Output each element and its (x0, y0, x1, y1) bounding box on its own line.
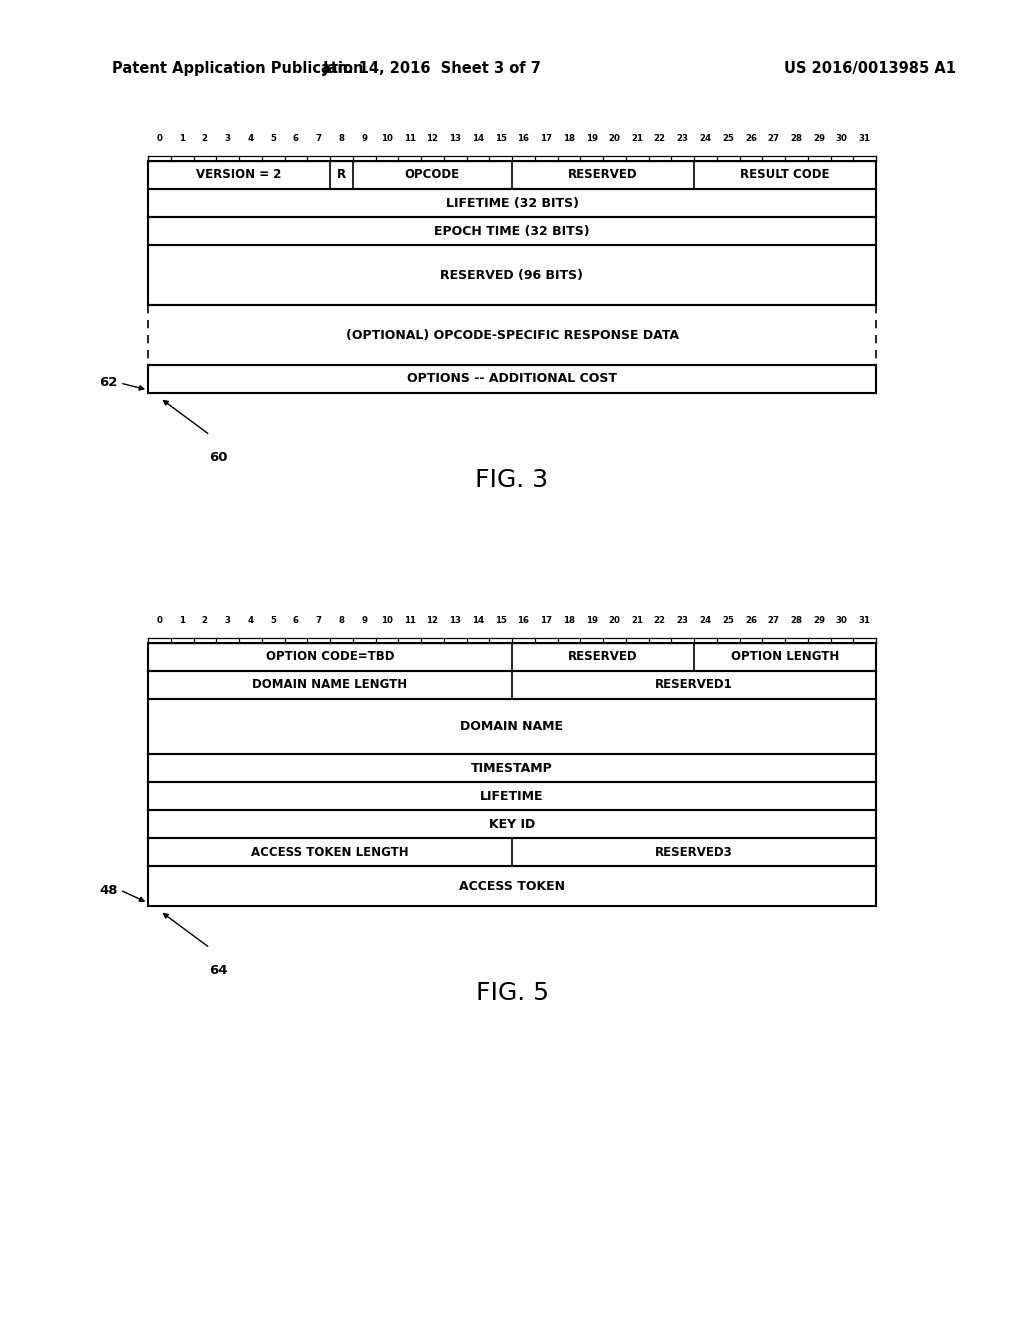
Text: OPTION CODE=TBD: OPTION CODE=TBD (266, 651, 394, 664)
Text: 15: 15 (495, 135, 507, 143)
Text: 22: 22 (654, 616, 666, 624)
Text: OPCODE: OPCODE (404, 169, 460, 181)
Text: 15: 15 (495, 616, 507, 624)
Text: 26: 26 (744, 616, 757, 624)
Text: 28: 28 (791, 135, 803, 143)
Text: 5: 5 (270, 616, 276, 624)
Text: 12: 12 (426, 616, 438, 624)
Text: ACCESS TOKEN LENGTH: ACCESS TOKEN LENGTH (251, 846, 409, 858)
Text: FIG. 3: FIG. 3 (475, 469, 549, 492)
Text: 27: 27 (768, 616, 779, 624)
Text: 23: 23 (677, 616, 688, 624)
Text: 28: 28 (791, 616, 803, 624)
Text: DOMAIN NAME LENGTH: DOMAIN NAME LENGTH (253, 678, 408, 692)
Text: 25: 25 (722, 616, 734, 624)
Text: FIG. 5: FIG. 5 (475, 981, 549, 1005)
Text: 17: 17 (540, 135, 552, 143)
Text: 4: 4 (248, 135, 253, 143)
Text: 24: 24 (699, 135, 712, 143)
Text: 0: 0 (157, 135, 163, 143)
Text: LIFETIME: LIFETIME (480, 789, 544, 803)
Text: ACCESS TOKEN: ACCESS TOKEN (459, 879, 565, 892)
Text: RESERVED: RESERVED (568, 651, 638, 664)
Text: Patent Application Publication: Patent Application Publication (112, 61, 364, 75)
Text: 22: 22 (654, 135, 666, 143)
Text: 23: 23 (677, 135, 688, 143)
Text: 31: 31 (859, 135, 870, 143)
Text: RESERVED1: RESERVED1 (655, 678, 733, 692)
Text: 14: 14 (472, 616, 484, 624)
Text: VERSION = 2: VERSION = 2 (197, 169, 282, 181)
Text: 10: 10 (381, 135, 393, 143)
Text: 19: 19 (586, 616, 598, 624)
Text: 48: 48 (99, 883, 118, 896)
Text: 8: 8 (338, 135, 344, 143)
Text: 18: 18 (563, 616, 574, 624)
Text: 16: 16 (517, 135, 529, 143)
Text: (OPTIONAL) OPCODE-SPECIFIC RESPONSE DATA: (OPTIONAL) OPCODE-SPECIFIC RESPONSE DATA (345, 329, 679, 342)
Text: 21: 21 (631, 616, 643, 624)
Text: 13: 13 (450, 135, 461, 143)
Text: LIFETIME (32 BITS): LIFETIME (32 BITS) (445, 197, 579, 210)
Text: 2: 2 (202, 135, 208, 143)
Text: 19: 19 (586, 135, 598, 143)
Text: 10: 10 (381, 616, 393, 624)
Text: Jan. 14, 2016  Sheet 3 of 7: Jan. 14, 2016 Sheet 3 of 7 (323, 61, 542, 75)
Text: US 2016/0013985 A1: US 2016/0013985 A1 (784, 61, 956, 75)
Text: 25: 25 (722, 135, 734, 143)
Text: 20: 20 (608, 616, 621, 624)
Text: 29: 29 (813, 616, 825, 624)
Text: 9: 9 (361, 616, 368, 624)
Text: 11: 11 (403, 135, 416, 143)
Text: 1: 1 (179, 135, 185, 143)
Text: 12: 12 (426, 135, 438, 143)
Text: 13: 13 (450, 616, 461, 624)
Text: R: R (337, 169, 346, 181)
Text: 4: 4 (248, 616, 253, 624)
Text: 1: 1 (179, 616, 185, 624)
Text: TIMESTAMP: TIMESTAMP (471, 762, 553, 775)
Text: 2: 2 (202, 616, 208, 624)
Text: 5: 5 (270, 135, 276, 143)
Text: 3: 3 (224, 135, 230, 143)
Text: 0: 0 (157, 616, 163, 624)
Text: 8: 8 (338, 616, 344, 624)
Text: 60: 60 (209, 451, 227, 465)
Text: RESERVED: RESERVED (568, 169, 638, 181)
Text: 31: 31 (859, 616, 870, 624)
Text: 30: 30 (836, 135, 848, 143)
Text: 24: 24 (699, 616, 712, 624)
Text: 7: 7 (315, 135, 322, 143)
Text: KEY ID: KEY ID (488, 817, 536, 830)
Text: RESERVED (96 BITS): RESERVED (96 BITS) (440, 268, 584, 281)
Text: 6: 6 (293, 616, 299, 624)
Text: 20: 20 (608, 135, 621, 143)
Text: 7: 7 (315, 616, 322, 624)
Text: 17: 17 (540, 616, 552, 624)
Text: 30: 30 (836, 616, 848, 624)
Text: RESERVED3: RESERVED3 (655, 846, 733, 858)
Text: 9: 9 (361, 135, 368, 143)
Text: 6: 6 (293, 135, 299, 143)
Text: 26: 26 (744, 135, 757, 143)
Text: OPTIONS -- ADDITIONAL COST: OPTIONS -- ADDITIONAL COST (407, 372, 617, 385)
Text: 14: 14 (472, 135, 484, 143)
Text: RESULT CODE: RESULT CODE (740, 169, 829, 181)
Text: OPTION LENGTH: OPTION LENGTH (731, 651, 839, 664)
Text: 16: 16 (517, 616, 529, 624)
Text: 21: 21 (631, 135, 643, 143)
Text: DOMAIN NAME: DOMAIN NAME (461, 719, 563, 733)
Text: 29: 29 (813, 135, 825, 143)
Text: 64: 64 (209, 964, 227, 977)
Text: EPOCH TIME (32 BITS): EPOCH TIME (32 BITS) (434, 224, 590, 238)
Text: 11: 11 (403, 616, 416, 624)
Text: 27: 27 (768, 135, 779, 143)
Text: 18: 18 (563, 135, 574, 143)
Text: 3: 3 (224, 616, 230, 624)
Text: 62: 62 (99, 376, 118, 389)
